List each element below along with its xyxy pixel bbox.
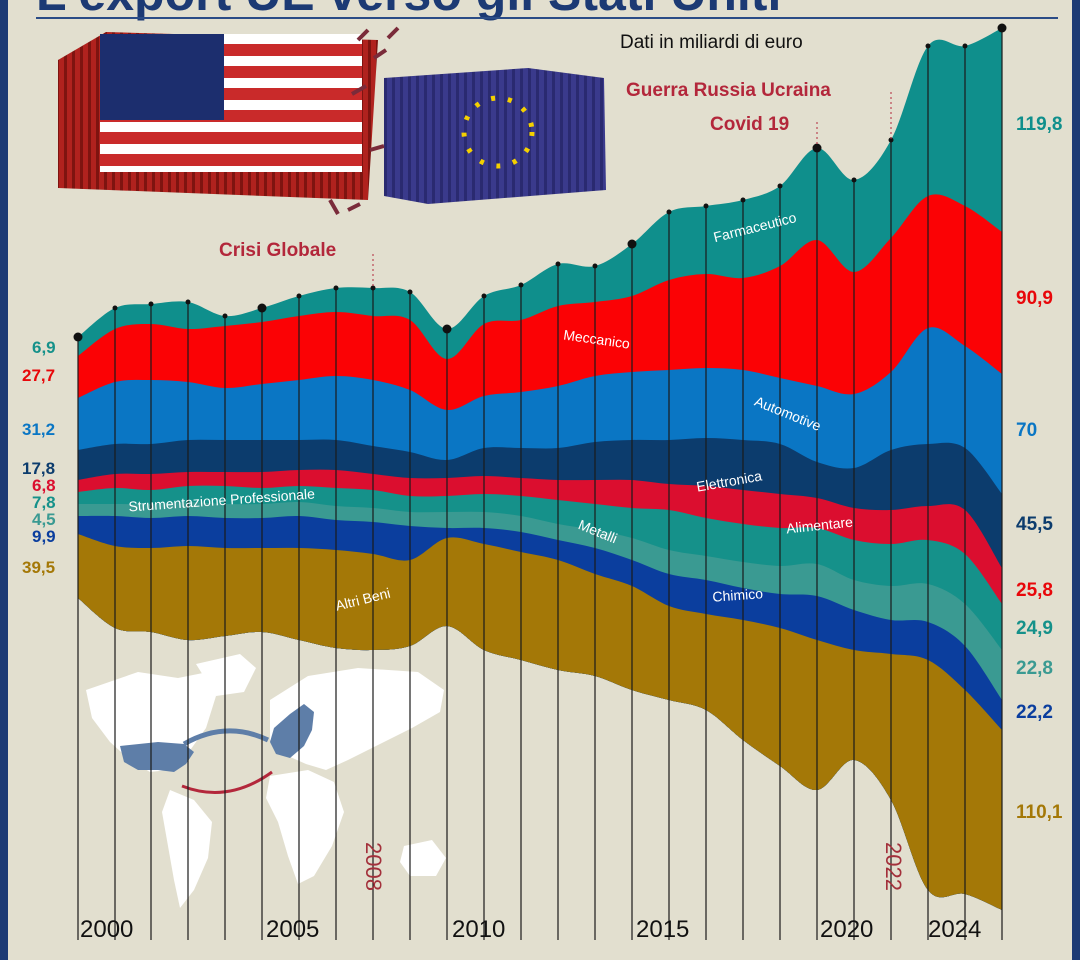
left-value-strumentazione: 7,8 bbox=[32, 493, 56, 512]
year-label-2020: 2020 bbox=[820, 916, 874, 943]
year-label-2010: 2010 bbox=[452, 916, 506, 943]
year-dot bbox=[555, 261, 561, 267]
subtitle: Dati in miliardi di euro bbox=[620, 32, 803, 53]
page-title: L'export UE verso gli Stati Uniti bbox=[36, 0, 781, 22]
right-value-automotive: 70 bbox=[1016, 420, 1038, 441]
right-value-farmaceutico: 119,8 bbox=[1016, 114, 1063, 135]
year-dot bbox=[407, 289, 413, 295]
year-gridlines bbox=[73, 23, 1007, 940]
stream-bands bbox=[78, 28, 1002, 910]
left-value-altri-beni: 39,5 bbox=[22, 558, 56, 577]
year-dot bbox=[222, 313, 228, 319]
year-dot bbox=[333, 285, 339, 291]
left-value-farmaceutico: 6,9 bbox=[32, 338, 56, 357]
eu-stars bbox=[461, 95, 535, 169]
left-value-chimico: 9,9 bbox=[32, 527, 56, 546]
year-dot bbox=[148, 301, 154, 307]
right-value-strumentazione: 24,9 bbox=[1016, 618, 1053, 639]
right-value-alimentare: 25,8 bbox=[1016, 580, 1053, 601]
debris bbox=[328, 26, 400, 215]
export-arrow-eu-usa bbox=[182, 728, 270, 747]
year-dot bbox=[703, 203, 709, 209]
year-dot bbox=[257, 303, 267, 313]
year-dot bbox=[627, 239, 637, 249]
year-label-2024: 2024 bbox=[928, 916, 982, 943]
year-dot bbox=[812, 143, 822, 153]
right-value-altri-beni: 110,1 bbox=[1016, 802, 1063, 823]
right-value-metalli: 22,8 bbox=[1016, 658, 1053, 679]
year-dot bbox=[442, 324, 452, 334]
africa-shape bbox=[266, 770, 344, 884]
band-label: Alimentare bbox=[785, 514, 853, 537]
event-guerra: Guerra Russia Ucraina bbox=[626, 80, 831, 101]
title-divider bbox=[36, 17, 1058, 19]
year-dot bbox=[851, 177, 857, 183]
year-dot bbox=[370, 285, 376, 291]
eu-container bbox=[384, 68, 606, 204]
eu-highlight bbox=[270, 704, 314, 758]
streamgraph-chart: FarmaceuticoMeccanicoAutomotiveElettroni… bbox=[58, 23, 1007, 940]
band-label: Chimico bbox=[712, 585, 764, 605]
right-value-chimico: 22,2 bbox=[1016, 702, 1053, 723]
left-value-automotive: 31,2 bbox=[22, 420, 56, 439]
year-dot bbox=[740, 197, 746, 203]
eurasia-shape bbox=[270, 668, 444, 770]
year-dot bbox=[592, 263, 598, 269]
right-value-meccanico: 90,9 bbox=[1016, 288, 1053, 309]
year-dot bbox=[73, 332, 83, 342]
year-label-2015: 2015 bbox=[636, 916, 690, 943]
infographic-frame: Farmaceutico Meccanico Automotive Elettroni… bbox=[8, 0, 1072, 960]
year-label-2022-vertical: 2022 bbox=[881, 842, 906, 891]
year-dot bbox=[481, 293, 487, 299]
left-value-alimentare: 6,8 bbox=[32, 476, 56, 495]
left-value-elettronica: 17,8 bbox=[22, 459, 56, 478]
year-dot bbox=[997, 23, 1007, 33]
south-america-shape bbox=[162, 790, 212, 908]
year-dot bbox=[962, 43, 968, 49]
australia-shape bbox=[400, 840, 446, 876]
year-dot bbox=[888, 137, 894, 143]
left-value-metalli: 4,5 bbox=[32, 510, 56, 529]
export-arrow-usa-eu bbox=[181, 770, 273, 794]
year-dot bbox=[666, 209, 672, 215]
greenland-shape bbox=[196, 654, 256, 696]
year-dot bbox=[296, 293, 302, 299]
year-dot bbox=[777, 183, 783, 189]
world-map bbox=[86, 654, 446, 908]
left-value-meccanico: 27,7 bbox=[22, 366, 56, 385]
right-value-elettronica: 45,5 bbox=[1016, 514, 1053, 535]
event-covid: Covid 19 bbox=[710, 114, 790, 135]
year-dot bbox=[112, 305, 118, 311]
year-label-2000: 2000 bbox=[80, 916, 134, 943]
containers-illustration bbox=[58, 26, 606, 215]
year-label-2005: 2005 bbox=[266, 916, 320, 943]
year-dot bbox=[925, 43, 931, 49]
band-altri-beni bbox=[78, 534, 1002, 910]
usa-highlight bbox=[120, 742, 194, 772]
year-label-2008-vertical: 2008 bbox=[361, 842, 386, 891]
year-dot bbox=[185, 299, 191, 305]
event-crisi-globale: Crisi Globale bbox=[219, 240, 337, 261]
year-dot bbox=[518, 282, 524, 288]
